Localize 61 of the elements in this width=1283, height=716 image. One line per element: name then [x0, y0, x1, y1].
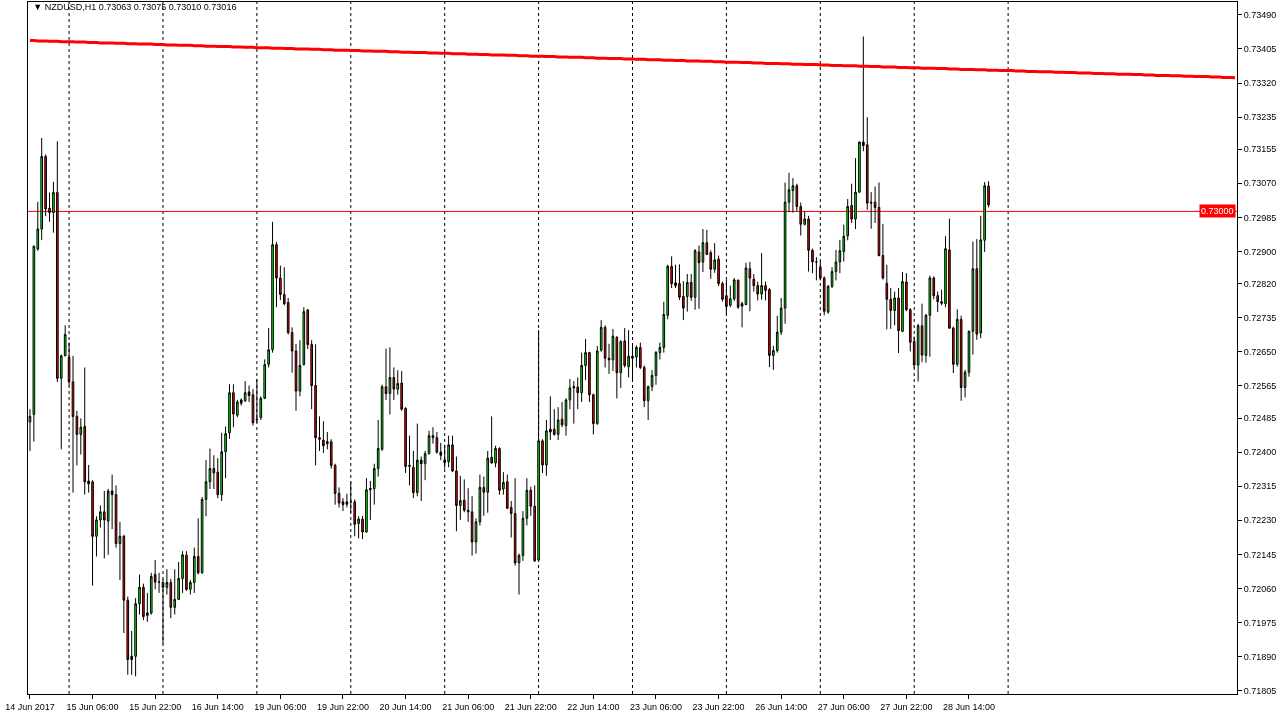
- candlestick: [314, 343, 317, 466]
- y-tick-label: 0.72485: [1243, 413, 1277, 424]
- candlestick: [345, 493, 349, 508]
- candlestick: [415, 423, 419, 497]
- y-tick-label: 0.72735: [1243, 312, 1277, 323]
- y-tick-label: 0.73155: [1243, 144, 1277, 155]
- y-tick-label: 0.72145: [1243, 549, 1277, 560]
- candlestick: [322, 420, 325, 454]
- x-tick-label: 19 Jun 06:00: [254, 701, 307, 712]
- candlestick: [572, 380, 576, 425]
- candlestick: [791, 177, 795, 214]
- candlestick: [388, 346, 392, 415]
- y-tick-label: 0.72315: [1243, 481, 1277, 492]
- y-tick-label: 0.72900: [1243, 246, 1277, 257]
- candlestick: [627, 329, 630, 378]
- candlestick: [102, 490, 106, 559]
- candlestick: [815, 256, 818, 281]
- line-series: [28, 39, 1237, 80]
- y-tick-label: 0.73405: [1243, 44, 1277, 55]
- y-tick-label: 0.71805: [1243, 685, 1277, 696]
- x-tick-label: 27 Jun 06:00: [817, 701, 870, 712]
- y-tick-label: 0.73320: [1243, 78, 1277, 89]
- y-tick-label: 0.72060: [1243, 583, 1277, 594]
- x-tick-label: 22 Jun 14:00: [567, 701, 620, 712]
- x-tick-label: 21 Jun 22:00: [504, 701, 557, 712]
- candlestick: [693, 248, 697, 311]
- x-tick-label: 15 Jun 06:00: [66, 701, 119, 712]
- y-tick-label: 0.72400: [1243, 447, 1277, 458]
- y-tick-label: 0.71890: [1243, 651, 1277, 662]
- x-tick-label: 20 Jun 14:00: [379, 701, 432, 712]
- candlestick: [748, 261, 752, 312]
- candlestick: [447, 435, 450, 468]
- candlestick: [556, 406, 560, 441]
- x-tick-label: 19 Jun 22:00: [316, 701, 369, 712]
- y-tick-label: 0.73490: [1243, 9, 1277, 20]
- y-tick-label: 0.72650: [1243, 346, 1277, 357]
- ref-line-label: 0.73000: [1201, 206, 1234, 216]
- x-tick-label: 15 Jun 22:00: [129, 701, 182, 712]
- x-tick-label: 14 Jun 2017: [5, 701, 55, 712]
- candlestick: [243, 380, 247, 403]
- y-tick-label: 0.73070: [1243, 178, 1277, 189]
- candlestick: [185, 550, 188, 592]
- chart-title: ▼ NZDUSD,H1 0.73063 0.73075 0.73010 0.73016: [33, 2, 237, 13]
- x-tick-label: 28 Jun 14:00: [942, 701, 996, 712]
- y-tick-label: 0.72230: [1243, 515, 1277, 526]
- candlestick: [760, 252, 763, 301]
- candlestick: [885, 264, 889, 330]
- x-tick-label: 26 Jun 14:00: [755, 701, 808, 712]
- y-tick-label: 0.71975: [1243, 617, 1277, 628]
- y-tick-label: 0.73235: [1243, 112, 1277, 123]
- candlestick: [807, 215, 810, 273]
- y-tick-label: 0.72985: [1243, 212, 1277, 223]
- x-tick-label: 21 Jun 06:00: [442, 701, 495, 712]
- x-tick-label: 16 Jun 14:00: [191, 701, 244, 712]
- x-tick-label: 27 Jun 22:00: [880, 701, 933, 712]
- x-tick-label: 23 Jun 06:00: [629, 701, 682, 712]
- y-tick-label: 0.72565: [1243, 381, 1277, 392]
- y-tick-label: 0.72820: [1243, 278, 1277, 289]
- candlestick: [498, 446, 501, 496]
- candlestick: [83, 366, 87, 496]
- x-tick-label: 23 Jun 22:00: [692, 701, 745, 712]
